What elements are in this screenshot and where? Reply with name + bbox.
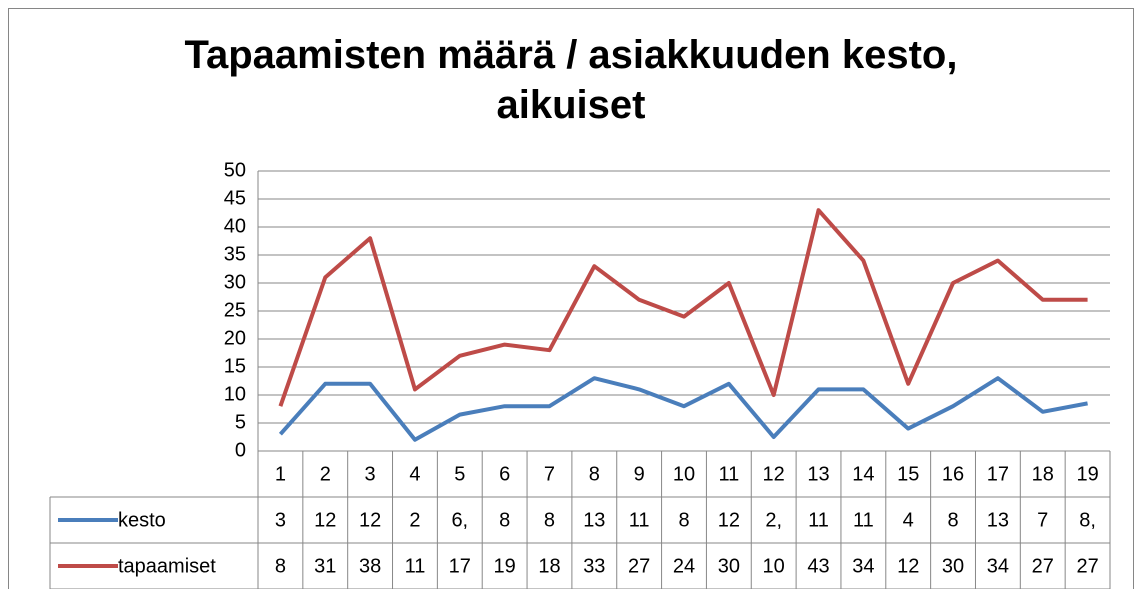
- data-table-value: 8: [499, 509, 510, 531]
- y-tick-label: 50: [224, 159, 246, 181]
- y-tick-label: 0: [235, 439, 246, 461]
- data-table-value: 43: [807, 555, 829, 577]
- chart-title: Tapaamisten määrä / asiakkuuden kesto, a…: [184, 33, 958, 127]
- x-tick-label: 5: [454, 463, 465, 485]
- data-table-value: 27: [628, 555, 650, 577]
- x-tick-label: 14: [852, 463, 874, 485]
- x-tick-label: 19: [1076, 463, 1098, 485]
- x-tick-label: 6: [499, 463, 510, 485]
- y-tick-label: 45: [224, 187, 246, 209]
- x-tick-label: 8: [589, 463, 600, 485]
- data-table-value: 11: [808, 509, 829, 531]
- x-tick-label: 7: [544, 463, 555, 485]
- data-table-value: 34: [987, 555, 1009, 577]
- data-table-value: 30: [942, 555, 964, 577]
- x-tick-label: 18: [1032, 463, 1054, 485]
- data-table-value: 27: [1032, 555, 1054, 577]
- y-tick-label: 25: [224, 299, 246, 321]
- data-table-value: 31: [314, 555, 336, 577]
- chart-border: [8, 8, 1134, 589]
- y-tick-label: 30: [224, 271, 246, 293]
- data-table-value: 13: [987, 509, 1009, 531]
- legend-label: tapaamiset: [118, 555, 216, 577]
- data-table-value: 8: [275, 555, 286, 577]
- x-tick-label: 12: [763, 463, 785, 485]
- x-tick-label: 13: [807, 463, 829, 485]
- y-tick-label: 40: [224, 215, 246, 237]
- data-table-value: 8: [544, 509, 555, 531]
- data-table-value: 12: [359, 509, 381, 531]
- x-tick-label: 17: [987, 463, 1009, 485]
- x-tick-label: 1: [275, 463, 286, 485]
- x-tick-label: 11: [718, 463, 739, 485]
- x-tick-label: 10: [673, 463, 695, 485]
- data-table-value: 12: [314, 509, 336, 531]
- y-tick-label: 15: [224, 355, 246, 377]
- data-table-value: 2: [409, 509, 420, 531]
- series-line: [278, 208, 1088, 407]
- data-table-value: 10: [763, 555, 785, 577]
- y-tick-label: 5: [235, 411, 246, 433]
- x-tick-label: 2: [320, 463, 331, 485]
- data-table-value: 33: [583, 555, 605, 577]
- data-table-value: 8,: [1079, 509, 1096, 531]
- x-tick-label: 15: [897, 463, 919, 485]
- y-tick-label: 10: [224, 383, 246, 405]
- data-table-value: 11: [853, 509, 874, 531]
- x-tick-label: 9: [634, 463, 645, 485]
- data-table-value: 17: [449, 555, 471, 577]
- data-table-value: 24: [673, 555, 695, 577]
- data-table-value: 11: [629, 509, 650, 531]
- data-table-value: 12: [897, 555, 919, 577]
- x-tick-label: 4: [409, 463, 420, 485]
- data-table-value: 11: [405, 555, 426, 577]
- data-table-value: 3: [275, 509, 286, 531]
- data-table-value: 34: [852, 555, 874, 577]
- y-tick-label: 20: [224, 327, 246, 349]
- data-table-value: 30: [718, 555, 740, 577]
- data-table-value: 12: [718, 509, 740, 531]
- data-table-value: 27: [1076, 555, 1098, 577]
- data-table-value: 19: [494, 555, 516, 577]
- data-table-value: 18: [538, 555, 560, 577]
- data-table-value: 2,: [765, 509, 782, 531]
- data-table-value: 8: [678, 509, 689, 531]
- y-tick-label: 35: [224, 243, 246, 265]
- data-table-value: 6,: [451, 509, 468, 531]
- data-table-value: 13: [583, 509, 605, 531]
- series-line: [278, 376, 1088, 442]
- data-table-value: 38: [359, 555, 381, 577]
- x-tick-label: 16: [942, 463, 964, 485]
- data-table-value: 4: [903, 509, 914, 531]
- x-tick-label: 3: [365, 463, 376, 485]
- legend-label: kesto: [118, 509, 166, 531]
- data-table-value: 7: [1037, 509, 1048, 531]
- data-table-value: 8: [947, 509, 958, 531]
